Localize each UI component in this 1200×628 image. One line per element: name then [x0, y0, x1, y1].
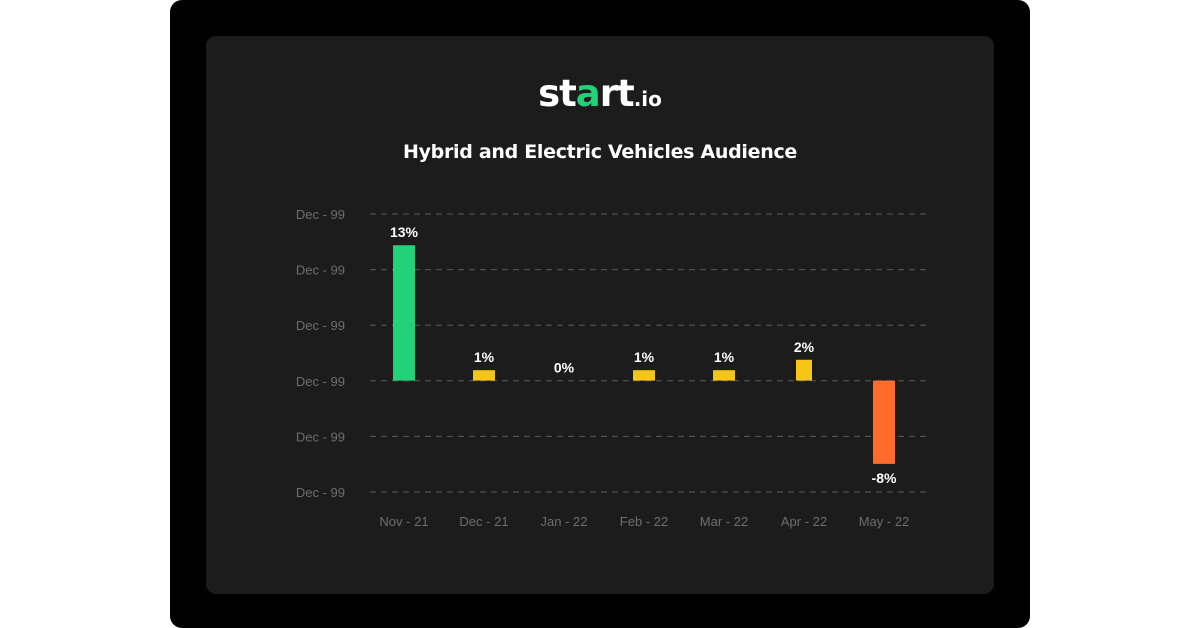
- y-tick-label: Dec - 99: [296, 429, 345, 444]
- chart-title: Hybrid and Electric Vehicles Audience: [402, 141, 797, 163]
- y-tick-label: Dec - 99: [296, 207, 345, 222]
- x-tick-label: Dec - 21: [459, 514, 508, 529]
- logo-wordmark: start: [538, 72, 635, 115]
- data-label: 2%: [794, 339, 815, 355]
- logo-suffix: .io: [633, 87, 662, 111]
- bar: [393, 245, 415, 381]
- data-label: 0%: [554, 360, 575, 376]
- x-tick-label: Apr - 22: [781, 514, 827, 529]
- x-tick-label: Nov - 21: [379, 514, 428, 529]
- data-label: 13%: [390, 224, 419, 240]
- bar: [473, 370, 495, 381]
- y-tick-label: Dec - 99: [296, 318, 345, 333]
- chart-panel: [206, 36, 994, 594]
- y-tick-label: Dec - 99: [296, 374, 345, 389]
- data-label: 1%: [714, 349, 735, 365]
- brand-logo: start.io: [0, 72, 1200, 115]
- y-tick-label: Dec - 99: [296, 485, 345, 500]
- bar: [873, 380, 895, 464]
- logo-text-end: rt: [599, 72, 635, 115]
- data-label: 1%: [634, 349, 655, 365]
- bar: [633, 370, 655, 381]
- data-label: 1%: [474, 349, 495, 365]
- x-tick-label: Feb - 22: [620, 514, 668, 529]
- y-tick-label: Dec - 99: [296, 263, 345, 278]
- x-tick-label: Jan - 22: [541, 514, 588, 529]
- x-tick-label: Mar - 22: [700, 514, 748, 529]
- logo-text-start: st: [538, 72, 577, 115]
- bar: [713, 370, 735, 381]
- bar: [796, 359, 812, 381]
- logo-text-accent: a: [575, 72, 601, 115]
- data-label: -8%: [872, 470, 897, 486]
- x-tick-label: May - 22: [859, 514, 910, 529]
